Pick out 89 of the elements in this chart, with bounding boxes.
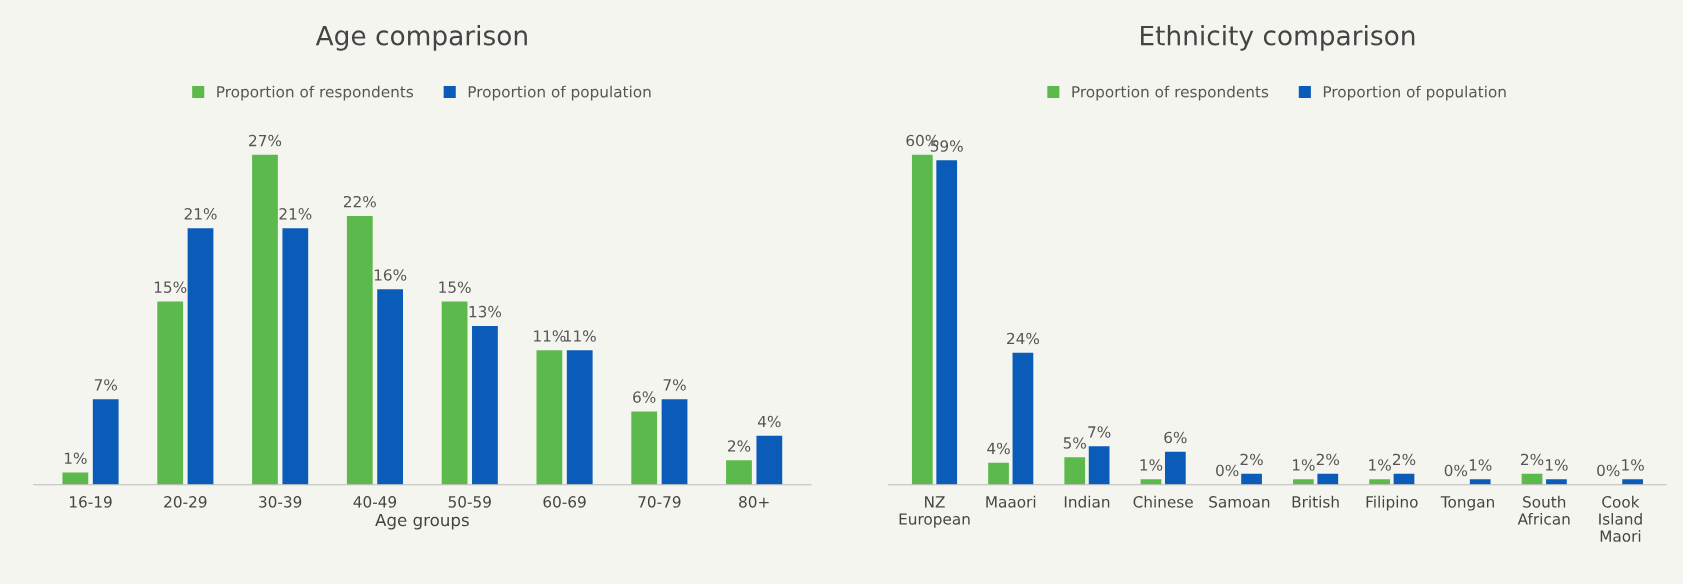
bar (187, 228, 214, 485)
data-label: 2% (1316, 453, 1340, 466)
x-tick-label: Cook Island Maori (1599, 495, 1642, 542)
bar (911, 154, 933, 485)
data-label: 13% (469, 305, 502, 318)
x-tick-label: 16-19 (70, 496, 112, 508)
x-tick-label: South African (1517, 495, 1570, 525)
bar (472, 325, 498, 485)
data-label: 1% (1469, 459, 1492, 471)
data-label: 5% (1063, 437, 1087, 449)
legend-label: Proportion of respondents (1072, 85, 1269, 101)
bar (988, 462, 1009, 485)
x-tick-label: Filipino (1366, 495, 1418, 511)
legend-label: Proportion of respondents (217, 85, 414, 101)
bar (756, 435, 783, 485)
x-tick-label: 80+ (739, 496, 769, 508)
data-label: 1% (1622, 459, 1644, 471)
x-tick-label: Indian (1064, 495, 1110, 508)
chart-title: Ethnicity comparison (1141, 25, 1415, 51)
x-tick-label: 70-79 (638, 496, 681, 508)
x-tick-label: Maaori (986, 495, 1036, 508)
bar (536, 350, 563, 485)
bar (441, 301, 468, 485)
data-label: 1% (1292, 459, 1315, 471)
data-label: 2% (1392, 453, 1416, 466)
x-axis-title: Age groups (375, 513, 469, 530)
bar (936, 160, 958, 485)
chart-title: Age comparison (315, 25, 527, 51)
bar (1164, 451, 1186, 485)
data-label: 0% (1597, 464, 1620, 477)
x-tick-label: NZ European (899, 496, 970, 528)
data-label: 1% (1545, 459, 1568, 471)
bar (346, 215, 373, 485)
data-label: 27% (249, 134, 282, 147)
x-tick-label: Tongan (1440, 496, 1494, 511)
bar (1088, 446, 1110, 485)
bar (62, 472, 89, 485)
x-tick-label: Chinese (1133, 495, 1193, 508)
data-label: 11% (534, 330, 566, 342)
bar (377, 289, 404, 485)
bar (1369, 479, 1390, 485)
data-label: 1% (1369, 459, 1391, 471)
data-label: 15% (439, 281, 471, 293)
data-label: 6% (633, 391, 656, 403)
bar (1293, 479, 1314, 485)
bar (1012, 352, 1034, 485)
legend-label: Proportion of population (468, 85, 651, 101)
data-label: 0% (1216, 464, 1239, 477)
data-label: 21% (184, 208, 217, 220)
x-tick-label: 40-49 (353, 496, 397, 508)
x-tick-label: 30-39 (259, 496, 302, 508)
data-label: 7% (94, 379, 117, 391)
data-label: 24% (1007, 332, 1040, 345)
bar (1546, 479, 1567, 485)
bar (282, 228, 309, 485)
data-label: 11% (564, 330, 596, 342)
data-label: 22% (343, 195, 376, 208)
bar (1317, 473, 1339, 485)
bar (1469, 479, 1491, 485)
data-label: 15% (154, 281, 187, 293)
data-label: 0% (1444, 464, 1468, 477)
bar (566, 350, 593, 485)
data-label: 16% (374, 269, 407, 281)
bar (661, 399, 688, 485)
data-label: 7% (663, 379, 686, 391)
x-tick-label: 60-69 (543, 496, 586, 508)
bar (157, 301, 184, 485)
data-label: 4% (757, 415, 781, 428)
data-label: 2% (728, 440, 751, 452)
data-label: 2% (1521, 453, 1544, 466)
data-label: 21% (279, 208, 312, 220)
x-tick-label: Samoan (1209, 496, 1270, 508)
data-label: 7% (1088, 426, 1111, 438)
data-label: 1% (64, 452, 87, 464)
data-label: 1% (1140, 459, 1163, 471)
bar (1241, 473, 1262, 485)
data-label: 6% (1164, 431, 1187, 444)
bar (631, 411, 658, 485)
bar (252, 154, 278, 485)
legend-label: Proportion of population (1323, 85, 1506, 101)
data-label: 4% (987, 442, 1010, 455)
x-tick-label: British (1292, 495, 1339, 508)
bar (726, 460, 752, 485)
bar (1064, 457, 1086, 485)
x-tick-label: 20-29 (164, 496, 207, 508)
x-tick-label: 50-59 (448, 496, 491, 508)
bar (92, 399, 119, 485)
data-label: 2% (1240, 453, 1263, 466)
bar (1622, 479, 1643, 485)
